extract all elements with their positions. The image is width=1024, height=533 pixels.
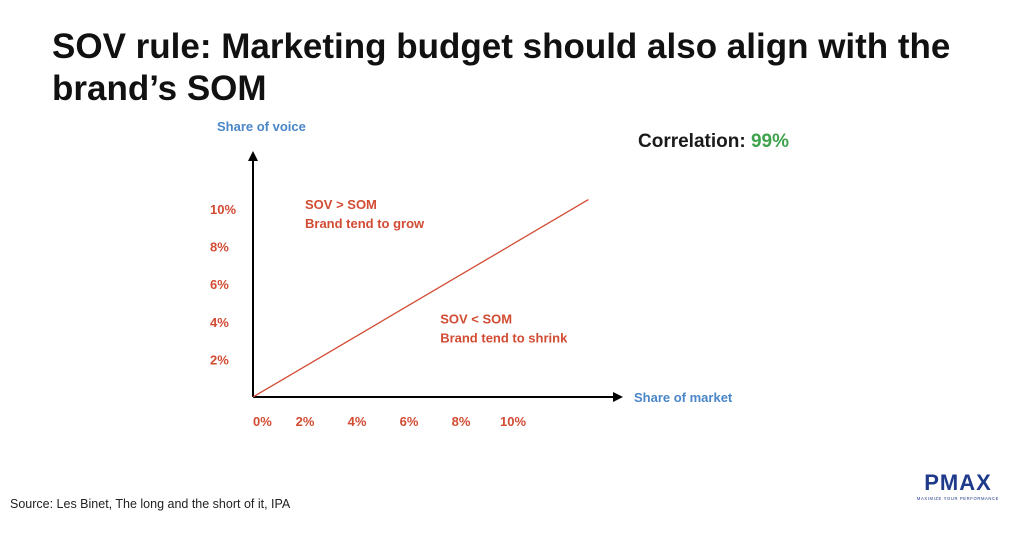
y-tick-label: 2% xyxy=(210,352,229,367)
x-tick-label: 0% xyxy=(253,414,272,429)
y-tick-label: 10% xyxy=(210,202,236,217)
source-note: Source: Les Binet, The long and the shor… xyxy=(10,497,291,511)
y-tick-label: 4% xyxy=(210,315,229,330)
svg-text:MAXIMIZE YOUR PERFORMANCE: MAXIMIZE YOUR PERFORMANCE xyxy=(917,496,999,501)
svg-text:PMAX: PMAX xyxy=(924,470,992,495)
x-tick-label: 6% xyxy=(400,414,419,429)
x-tick-label: 8% xyxy=(452,414,471,429)
x-tick-label: 2% xyxy=(296,414,315,429)
annotation-0-line-0: SOV > SOM xyxy=(305,197,377,212)
annotation-0-line-1: Brand tend to grow xyxy=(305,216,425,231)
page-title: SOV rule: Marketing budget should also a… xyxy=(52,27,951,108)
series-line-0 xyxy=(252,199,589,398)
pmax-logo: PMAX MAXIMIZE YOUR PERFORMANCE xyxy=(917,470,999,501)
x-axis-title: Share of market xyxy=(634,390,733,405)
y-axis-title: Share of voice xyxy=(217,119,306,134)
y-tick-label: 8% xyxy=(210,240,229,255)
x-tick-label: 4% xyxy=(348,414,367,429)
correlation-readout: Correlation: 99% xyxy=(638,131,789,153)
annotation-1-line-0: SOV < SOM xyxy=(440,312,512,327)
y-tick-label: 6% xyxy=(210,277,229,292)
correlation-label: Correlation: xyxy=(638,131,746,152)
annotation-1-line-1: Brand tend to shrink xyxy=(440,331,568,346)
x-tick-label: 10% xyxy=(500,414,526,429)
correlation-value: 99% xyxy=(750,131,789,152)
